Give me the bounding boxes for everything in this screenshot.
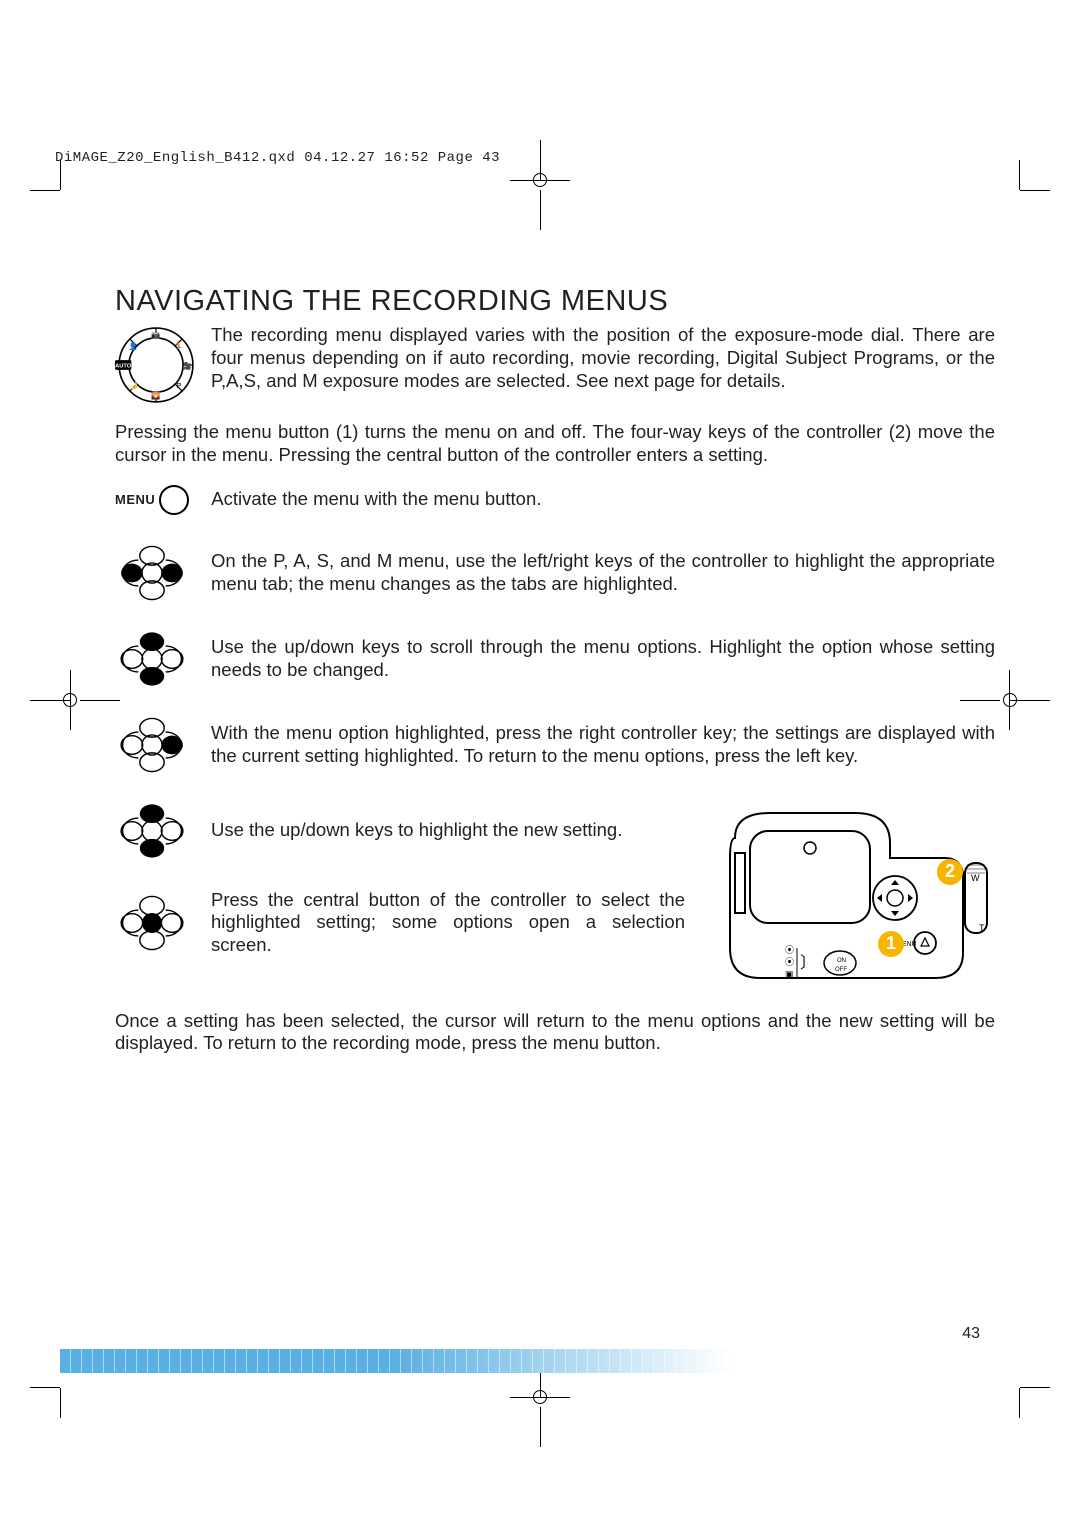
callout-2: 2 [937,859,963,885]
page-title: NAVIGATING THE RECORDING MENUS [115,285,995,318]
svg-text:AUTO: AUTO [115,363,132,369]
step-text: Activate the menu with the menu button. [211,488,995,511]
svg-text:T: T [979,923,985,933]
paragraph-2: Pressing the menu button (1) turns the m… [115,421,995,467]
controller-up-down-icon [115,803,189,859]
svg-text:📷: 📷 [151,330,160,339]
step-text: Use the up/down keys to highlight the ne… [211,819,695,842]
menu-circle-icon [159,485,189,515]
camera-diagram: W T [715,803,995,998]
footer-bar [60,1349,1020,1373]
mode-dial-icon: 📷 🏃 🎥 P 🌄 🌙 🌸 👤 AUTO [115,324,197,411]
page: DiMAGE_Z20_English_B412.qxd 04.12.27 16:… [0,0,1080,1528]
steps-list: MENU Activate the menu with the menu but… [115,485,995,1056]
lower-row: Use the up/down keys to highlight the ne… [115,803,995,998]
svg-text:P: P [176,381,181,390]
crop-mark-bottom [540,1397,541,1398]
svg-text:OFF: OFF [835,967,847,973]
controller-center-icon [115,895,189,951]
svg-text:🌄: 🌄 [151,391,160,400]
svg-text:ON: ON [837,958,846,964]
step-up-down: Use the up/down keys to scroll through t… [115,631,995,687]
controller-up-down-icon [115,631,189,687]
crop-mark-top [540,180,541,181]
step-right: With the menu option highlighted, press … [115,717,995,773]
svg-text:🌙: 🌙 [128,381,137,390]
menu-label: MENU [115,492,155,507]
step-center: Press the central button of the controll… [115,889,695,957]
crop-corner [1000,190,1020,210]
svg-text:🎥: 🎥 [183,361,192,370]
lower-left: Use the up/down keys to highlight the ne… [115,803,695,963]
menu-button-icon: MENU [115,485,189,515]
svg-text:⦿: ⦿ [785,957,794,967]
crop-corner [60,190,80,210]
svg-text:W: W [971,873,980,883]
step-menu-button: MENU Activate the menu with the menu but… [115,485,995,515]
callout-1: 1 [878,931,904,957]
outro-paragraph: Once a setting has been selected, the cu… [115,1010,995,1056]
intro-paragraph: The recording menu displayed varies with… [211,324,995,392]
svg-text:▣: ▣ [785,969,794,979]
file-header: DiMAGE_Z20_English_B412.qxd 04.12.27 16:… [55,150,500,166]
step-up-down-2: Use the up/down keys to highlight the ne… [115,803,695,859]
svg-text:👤: 👤 [128,342,137,351]
step-text: On the P, A, S, and M menu, use the left… [211,550,995,596]
step-left-right: On the P, A, S, and M menu, use the left… [115,545,995,601]
intro-row: 📷 🏃 🎥 P 🌄 🌙 🌸 👤 AUTO The recording menu … [115,324,995,411]
page-number: 43 [962,1325,980,1343]
controller-left-right-icon [115,545,189,601]
svg-text:🏃: 🏃 [174,342,183,351]
controller-right-icon [115,717,189,773]
step-text: Use the up/down keys to scroll through t… [211,636,995,682]
content-region: NAVIGATING THE RECORDING MENUS [115,285,995,1055]
step-text: Press the central button of the controll… [211,889,695,957]
svg-text:⦿: ⦿ [785,945,794,955]
step-text: With the menu option highlighted, press … [211,722,995,768]
svg-text:〕: 〕 [800,954,816,972]
